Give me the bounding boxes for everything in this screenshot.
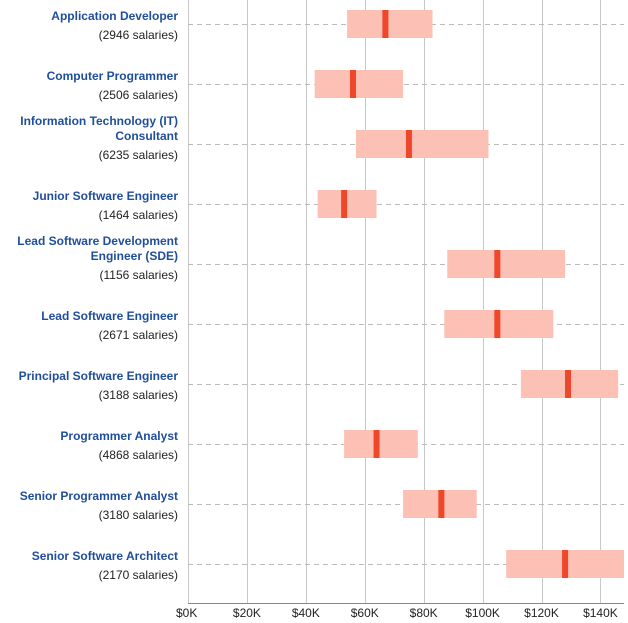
salary-row: Lead Software Engineer (2671 salaries) [41,309,624,342]
job-title: Consultant [115,129,178,143]
median-marker [349,70,356,98]
x-tick-label: $20K [233,606,261,620]
salary-row: Application Developer (2946 salaries) [51,9,624,42]
salary-count: (3180 salaries) [99,508,178,522]
salary-count: (1156 salaries) [100,268,178,282]
salary-row: Senior Software Architect (2170 salaries) [32,549,624,582]
salary-row: Principal Software Engineer (3188 salarie… [19,369,624,402]
median-marker [438,490,445,518]
salary-row: Information Technology (IT)Consultant (62… [20,114,624,162]
job-title: Senior Programmer Analyst [20,489,178,503]
grid-layer [188,0,601,603]
x-tick-label: $0K [176,606,197,620]
median-marker [494,250,501,278]
job-title: Senior Software Architect [32,549,178,563]
salary-count: (6235 salaries) [99,148,178,162]
salary-count: (2671 salaries) [99,328,178,342]
salary-count: (2506 salaries) [99,88,178,102]
job-title: Junior Software Engineer [33,189,179,203]
salary-row: Programmer Analyst (4868 salaries) [60,429,624,462]
salary-row: Senior Programmer Analyst (3180 salaries) [20,489,624,522]
salary-row: Junior Software Engineer (1464 salaries) [33,189,624,222]
x-tick-label: $60K [351,606,379,620]
job-title: Information Technology (IT) [20,114,178,128]
salary-range-bar [447,250,566,278]
salary-count: (4868 salaries) [99,448,178,462]
median-marker [565,370,572,398]
job-title: Application Developer [51,9,178,23]
x-tick-label: $40K [292,606,320,620]
salary-count: (1464 salaries) [99,208,178,222]
median-marker [373,430,380,458]
median-marker [405,130,412,158]
rows-layer: Application Developer (2946 salaries) Comp… [17,9,624,582]
salary-range-bar [314,70,404,98]
median-marker [341,190,348,218]
job-title: Lead Software Development [17,234,178,248]
salary-count: (2170 salaries) [99,568,178,582]
x-axis: $0K $20K $40K $60K $80K $100K $120K $140K [176,603,624,620]
median-marker [562,550,569,578]
median-marker [494,310,501,338]
job-title: Lead Software Engineer [41,309,178,323]
salary-range-bar [355,130,489,158]
job-title: Principal Software Engineer [19,369,179,383]
x-tick-label: $100K [465,606,500,620]
job-title: Computer Programmer [47,69,179,83]
x-tick-label: $80K [410,606,438,620]
job-title: Programmer Analyst [60,429,178,443]
x-tick-label: $120K [524,606,559,620]
salary-range-bar [344,430,418,458]
job-title: Engineer (SDE) [91,249,178,263]
salary-range-bar [347,10,433,38]
median-marker [382,10,389,38]
salary-row: Computer Programmer (2506 salaries) [47,69,624,102]
salary-count: (2946 salaries) [99,28,178,42]
salary-count: (3188 salaries) [99,388,178,402]
x-tick-label: $140K [583,606,618,620]
